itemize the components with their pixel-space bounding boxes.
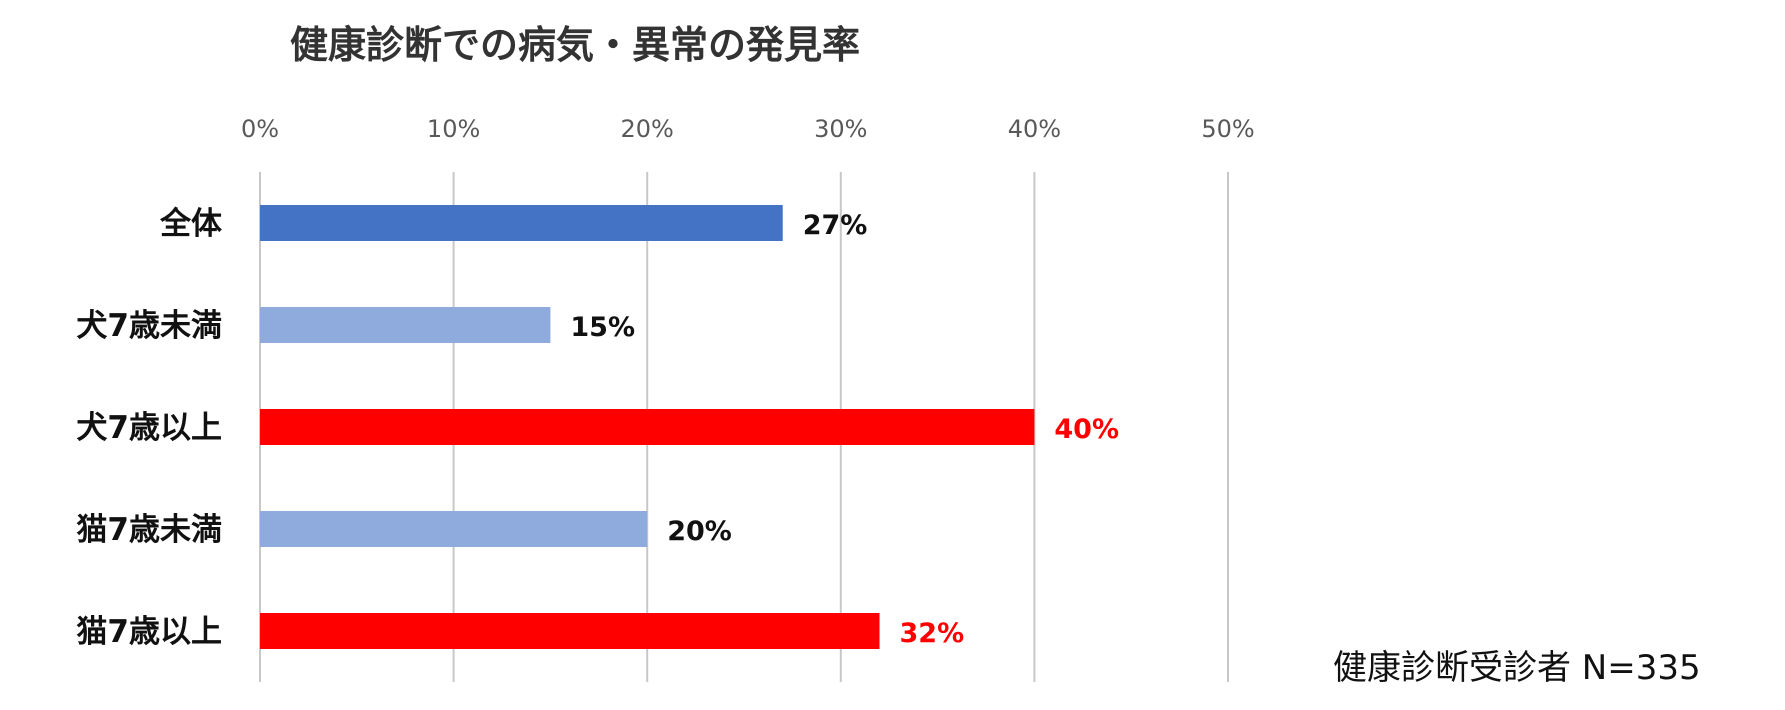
category-label: 猫7歳未満 [76,512,222,548]
data-label: 40% [1054,414,1119,445]
x-tick-label: 10% [427,115,480,143]
bar [260,307,551,343]
x-axis-ticks: 0% 10% 20% 30% 40% 50% [241,115,1255,143]
bar [260,205,783,241]
data-label: 32% [900,618,965,649]
value-labels: 27% 15% 40% 20% 32% [570,210,1119,649]
bars [260,205,1035,649]
chart-title: 健康診断での病気・異常の発見率 [290,23,860,67]
category-label: 全体 [159,206,222,242]
data-label: 20% [667,516,732,547]
data-label: 15% [570,312,635,343]
category-label: 猫7歳以上 [76,614,222,650]
data-label: 27% [803,210,868,241]
x-tick-label: 0% [241,115,279,143]
category-label: 犬7歳以上 [76,410,222,446]
x-tick-label: 20% [621,115,674,143]
x-tick-label: 40% [1008,115,1061,143]
bar [260,613,880,649]
x-tick-label: 30% [814,115,867,143]
x-tick-label: 50% [1201,115,1254,143]
bar [260,409,1035,445]
sample-size-note: 健康診断受診者 N=335 [1333,648,1701,688]
bar [260,511,648,547]
category-label: 犬7歳未満 [76,308,222,344]
